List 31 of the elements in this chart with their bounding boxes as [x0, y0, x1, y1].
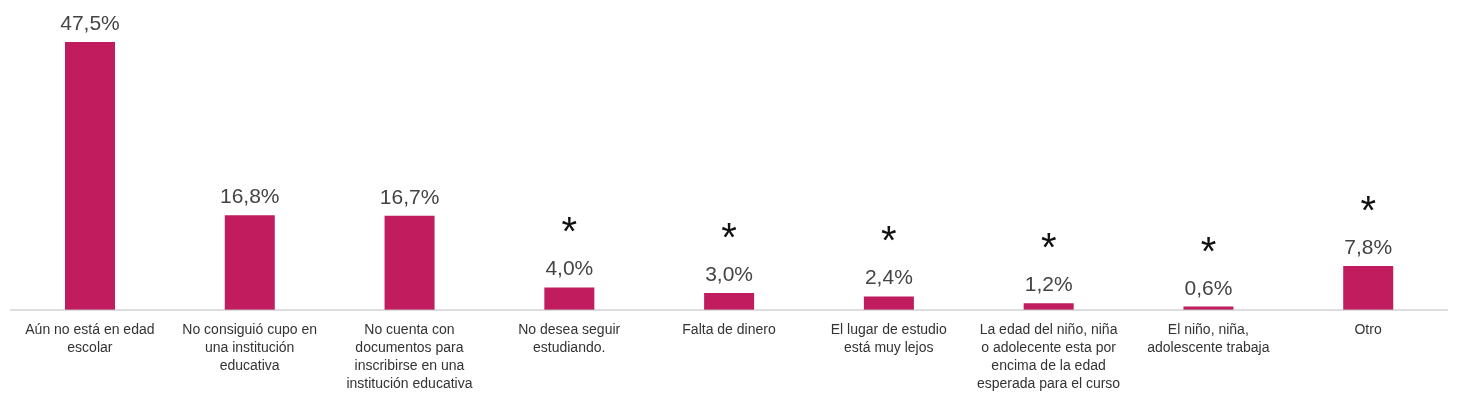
bar [224, 215, 275, 310]
bar [1343, 265, 1394, 310]
x-tick-label: Aún no está en edad escolar [25, 321, 155, 355]
bar [384, 215, 435, 310]
x-tick-label: La edad del niño, niña o adolecente esta por encima de la edad esperada para el curso [976, 321, 1121, 391]
x-tick-label: Falta de dinero [682, 321, 776, 337]
bar [863, 296, 914, 310]
data-label: 1,2% [1024, 272, 1073, 296]
data-label: 47,5% [60, 11, 120, 34]
annotation: * [721, 215, 737, 260]
annotation: * [1360, 187, 1377, 232]
x-tick-label: No cuenta con documentos para inscribirse en una institución educativa [346, 321, 473, 391]
annotation: * [1200, 228, 1217, 273]
data-label: 3,0% [705, 262, 754, 286]
data-label: 2,4% [864, 265, 913, 289]
x-tick-label: No desea seguir estudiando. [518, 321, 621, 355]
x-tick-label: Otro [1354, 321, 1382, 337]
x-tick-label: El lugar de estudio está muy lejos [830, 321, 947, 355]
data-label: 0,6% [1184, 275, 1233, 299]
bar [544, 287, 595, 310]
data-label: 4,0% [545, 256, 594, 280]
x-tick-label: No consiguió cupo en una institución educativa [182, 321, 317, 373]
annotation: * [561, 209, 578, 254]
annotation: * [1040, 225, 1057, 270]
data-label: 7,8% [1344, 234, 1393, 258]
x-tick-label: El niño, niña, adolescente trabaja [1147, 321, 1270, 355]
annotation: * [881, 218, 897, 263]
data-label: 16,8% [220, 184, 280, 208]
data-label: 16,7% [379, 184, 440, 208]
bar [65, 42, 115, 310]
bar [704, 293, 755, 310]
